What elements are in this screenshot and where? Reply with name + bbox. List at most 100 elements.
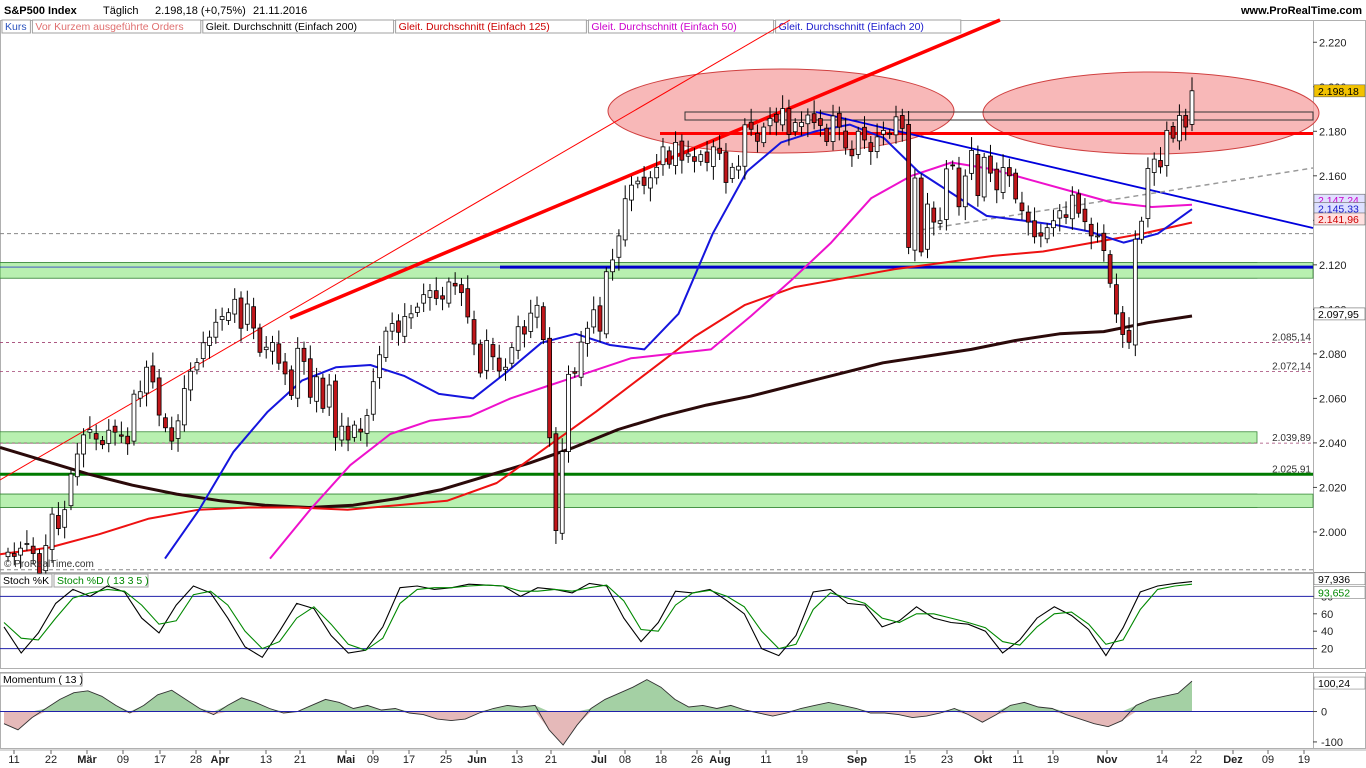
candle-down <box>1038 232 1044 237</box>
candle-up <box>408 313 414 319</box>
date-tick-label: 19 <box>1298 754 1310 766</box>
legend-item[interactable] <box>587 19 775 34</box>
legend-item[interactable] <box>775 19 962 34</box>
legend-label: Gleit. Durchschnitt (Einfach 125) <box>399 21 550 33</box>
candle-down <box>522 326 527 335</box>
candle-down <box>156 377 162 416</box>
site-link[interactable]: www.ProRealTime.com <box>1240 5 1362 17</box>
stoch-legend-d[interactable] <box>53 573 149 588</box>
resistance-ellipse-right <box>982 71 1320 155</box>
candle-up <box>654 166 660 179</box>
ma-200-line <box>0 314 1193 509</box>
candle-up <box>603 271 609 335</box>
candle-up <box>509 347 515 364</box>
candle-up <box>629 184 634 201</box>
candle-down <box>679 140 685 161</box>
stoch-k-label: Stoch %K <box>3 575 49 587</box>
trend-lines <box>0 18 1314 481</box>
candle-down <box>824 127 830 142</box>
indicator-legend[interactable]: Kurs Vor Kurzem ausgeführte Orders Gleit. … <box>1 19 962 34</box>
price-tick-label: 2.060 <box>1319 393 1347 405</box>
candle-up <box>74 453 80 478</box>
candle-down <box>994 168 1000 191</box>
candle-up <box>881 129 886 135</box>
candle-up <box>503 366 508 371</box>
date-tick-label: Sep <box>847 754 867 766</box>
candle-down <box>56 515 61 529</box>
candle-down <box>100 440 105 446</box>
candle-up <box>1069 194 1075 220</box>
candle-down <box>320 377 326 409</box>
momentum-panel: Momentum ( 13 ) 0 -100 100,24 <box>0 672 1366 749</box>
candle-down <box>786 108 792 135</box>
candle-up <box>421 294 427 304</box>
candle-up <box>559 451 565 534</box>
candle-down <box>597 305 603 332</box>
legend-item[interactable] <box>1 19 31 34</box>
date-tick-label: 08 <box>619 754 631 766</box>
candle-down <box>956 167 962 208</box>
candle-down <box>30 545 36 554</box>
candle-down <box>169 427 175 442</box>
stoch-legend-k[interactable] <box>0 573 53 588</box>
candle-up <box>685 153 691 157</box>
date-tick-label: 09 <box>367 754 379 766</box>
candle-up <box>1164 129 1170 166</box>
legend-label: Gleit. Durchschnitt (Einfach 20) <box>779 21 924 33</box>
candle-down <box>301 347 307 362</box>
candle-down <box>1158 160 1163 168</box>
date-tick-label: Jul <box>591 754 607 766</box>
date-tick-label: 26 <box>691 754 703 766</box>
date-tick-label: 11 <box>8 754 19 766</box>
candle-down <box>849 148 855 157</box>
date-tick-label: 15 <box>904 754 916 766</box>
candle-down <box>471 319 477 345</box>
chart-date: 21.11.2016 <box>253 5 307 17</box>
candle-up <box>389 323 395 332</box>
momentum-legend[interactable] <box>0 672 83 687</box>
candle-up <box>610 259 615 273</box>
candle-down <box>692 156 697 162</box>
candle-up <box>780 108 785 126</box>
stoch-tag-label: 97,936 <box>1318 574 1350 586</box>
candle-up <box>534 304 540 318</box>
candle-down <box>723 151 729 183</box>
legend-item[interactable] <box>31 19 202 34</box>
momentum-tag <box>1313 676 1366 690</box>
price-tag-label: 2.097,95 <box>1318 309 1359 321</box>
date-tick-label: 09 <box>1262 754 1274 766</box>
candle-up <box>144 366 149 394</box>
legend-item[interactable] <box>395 19 587 34</box>
candle-down <box>282 361 288 375</box>
price-tick-label: 2.040 <box>1319 438 1347 450</box>
support-zone-wide <box>0 493 1314 508</box>
candle-up <box>944 168 949 220</box>
candle-up <box>24 543 30 545</box>
candle-up <box>673 142 678 166</box>
stoch-d-label: Stoch %D ( 13 3 5 ) <box>57 575 149 587</box>
date-tick-label: 09 <box>117 754 129 766</box>
candle-down <box>440 295 445 300</box>
candle-down <box>704 151 710 163</box>
candle-up <box>566 373 571 452</box>
candle-down <box>1170 125 1176 139</box>
candle-up <box>742 124 748 167</box>
legend-item[interactable] <box>202 19 395 34</box>
grey-dashed-trend <box>919 167 1314 231</box>
candle-up <box>81 434 86 455</box>
candle-up <box>175 420 181 439</box>
date-tick-label: Okt <box>974 754 993 766</box>
price-tick-label: 2.000 <box>1319 527 1347 539</box>
date-tick-label: 19 <box>1047 754 1059 766</box>
price-tick-label: 2.080 <box>1319 349 1347 361</box>
date-tick-label: 11 <box>1012 754 1023 766</box>
candle-up <box>805 114 811 125</box>
price-tag-label: 2.145,33 <box>1318 203 1359 215</box>
candle-down <box>547 337 552 439</box>
legend-label: Gleit. Durchschnitt (Einfach 50) <box>591 21 736 33</box>
candle-up <box>219 316 225 320</box>
candle-up <box>635 180 641 185</box>
candle-down <box>1063 214 1069 218</box>
candle-down <box>433 290 439 299</box>
